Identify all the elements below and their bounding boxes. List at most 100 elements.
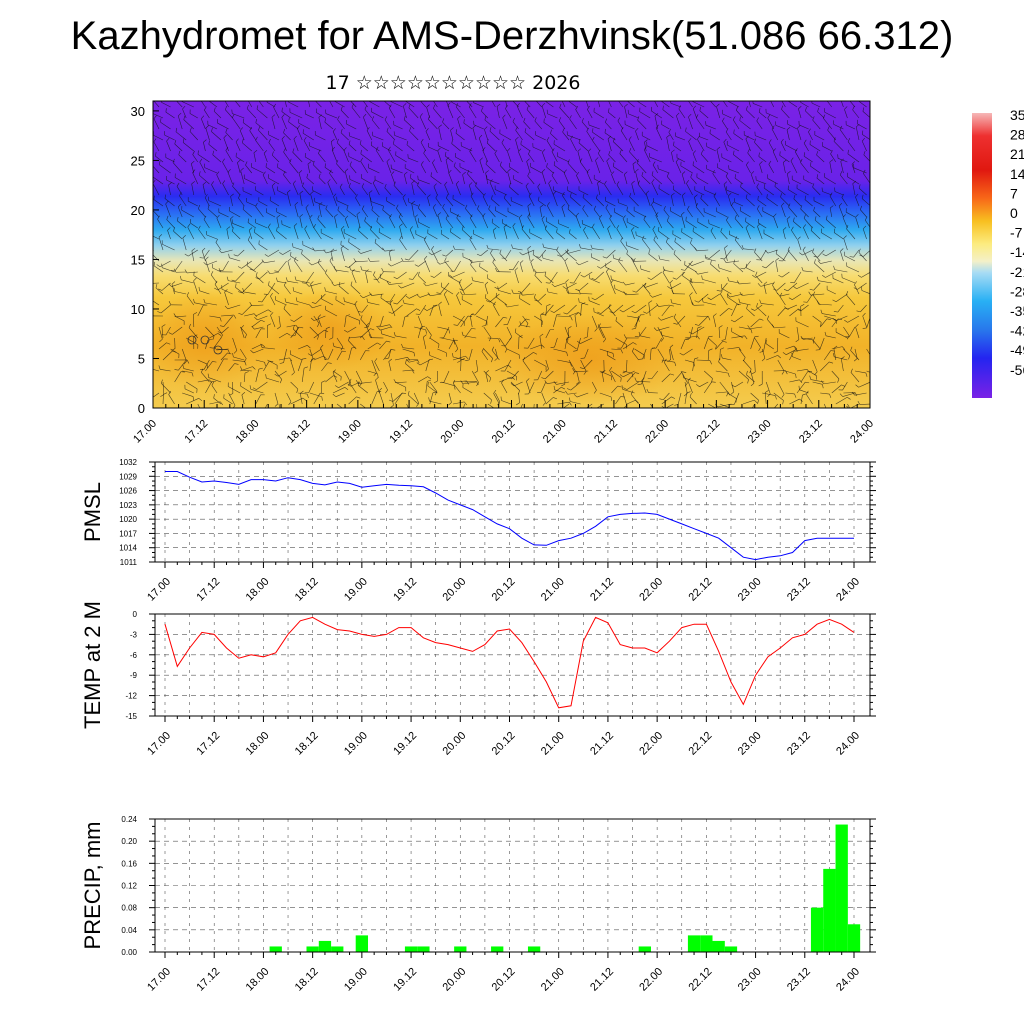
wind-barb: [546, 166, 554, 174]
x-tick-label: 21.00: [539, 730, 567, 758]
wind-barb-flag: [482, 213, 486, 217]
wind-barb-flag: [713, 313, 717, 317]
wind-barb: [553, 387, 562, 394]
wind-barb: [535, 101, 543, 108]
wind-barb-flag: [402, 194, 406, 198]
wind-barb: [629, 196, 639, 207]
wind-barb: [376, 221, 384, 229]
wind-barb: [263, 361, 270, 372]
wind-barb: [593, 311, 604, 317]
wind-barb: [582, 208, 589, 218]
wind-barb: [419, 116, 427, 130]
wind-barb-flag: [718, 325, 723, 328]
wind-barb: [611, 370, 622, 379]
wind-barb-flag: [768, 160, 772, 165]
colorbar-label: -35: [1010, 303, 1024, 319]
wind-barb: [671, 152, 674, 163]
wind-barb-flag: [326, 326, 330, 329]
y-tick-label: 0.16: [121, 859, 137, 868]
wind-barb: [241, 394, 245, 405]
wind-barb-flag: [346, 206, 348, 211]
wind-barb: [355, 197, 361, 207]
wind-barb: [278, 357, 290, 361]
wind-barb: [340, 132, 349, 141]
wind-barb-flag: [364, 105, 367, 110]
wind-barb-flag: [390, 405, 394, 408]
wind-barb-flag: [824, 93, 826, 97]
wind-barb: [812, 119, 821, 130]
wind-barb-flag: [733, 150, 735, 155]
wind-barb: [580, 293, 593, 295]
wind-barb-flag: [155, 283, 158, 288]
wind-barb-flag: [344, 265, 349, 268]
wind-barb-flag: [519, 252, 523, 256]
wind-barb: [699, 110, 709, 119]
wind-barb: [789, 309, 798, 317]
wind-barb-flag: [428, 358, 434, 361]
wind-barb: [598, 326, 605, 339]
wind-barb: [441, 337, 454, 341]
wind-barb: [216, 348, 229, 351]
wind-barb-flag: [607, 225, 611, 229]
wind-barb-flag: [293, 135, 297, 140]
wind-barb: [226, 229, 229, 240]
wind-barb: [278, 260, 287, 272]
wind-barb: [501, 400, 512, 405]
wind-barb: [205, 381, 213, 394]
wind-barb: [206, 260, 218, 266]
wind-barb-flag: [514, 267, 519, 271]
wind-barb-flag: [861, 194, 864, 199]
wind-barb: [155, 155, 164, 163]
wind-barb-flag: [340, 106, 343, 111]
wind-barb-flag: [541, 344, 545, 348]
wind-barb-flag: [794, 347, 798, 351]
wind-barb: [502, 222, 512, 229]
y-axis-title: TEMP at 2 M: [80, 601, 105, 729]
wind-barb-flag: [786, 216, 791, 220]
wind-barb-flag: [497, 286, 499, 291]
wind-barb-flag: [407, 391, 410, 396]
wind-barb: [855, 326, 860, 339]
wind-barb-flag: [442, 254, 447, 257]
wind-barb: [287, 192, 291, 207]
wind-barb-flag: [386, 127, 389, 132]
wind-barb: [819, 337, 825, 350]
wind-barb: [440, 282, 450, 294]
wind-barb: [834, 232, 844, 240]
wind-barb: [782, 162, 786, 174]
wind-barb-flag: [214, 287, 218, 291]
wind-barb: [344, 370, 351, 383]
panel-frame: [154, 461, 871, 563]
wind-barb: [249, 130, 257, 141]
wind-barb: [779, 296, 786, 306]
wind-barb: [495, 392, 501, 403]
wind-barb-flag: [168, 301, 172, 305]
wind-barb: [452, 198, 465, 207]
wind-barb-flag: [211, 181, 215, 185]
wind-barb: [734, 392, 740, 405]
y-tick-label: 1032: [119, 458, 137, 467]
wind-barb: [568, 312, 579, 317]
wind-barb-flag: [773, 351, 778, 354]
wind-barb-flag: [522, 357, 526, 361]
wind-barb-flag: [341, 226, 345, 230]
wind-barb-flag: [797, 125, 801, 129]
wind-barb: [338, 381, 349, 388]
wind-barb-flag: [377, 373, 379, 378]
wind-barb: [738, 348, 746, 358]
wind-barb-flag: [833, 228, 836, 233]
wind-barb: [382, 209, 392, 218]
wind-barb: [263, 153, 268, 163]
wind-barb-flag: [816, 276, 819, 281]
wind-barb: [248, 101, 253, 108]
wind-barb: [396, 293, 407, 305]
wind-barb: [379, 231, 392, 240]
wind-barb: [684, 359, 694, 363]
wind-barb-flag: [672, 277, 677, 280]
wind-barb: [740, 210, 751, 218]
wind-barb-flag: [826, 414, 828, 417]
wind-barb: [191, 250, 195, 262]
precip-bar: [355, 935, 369, 952]
wind-barb-flag: [438, 124, 442, 128]
wind-barb: [158, 326, 163, 340]
